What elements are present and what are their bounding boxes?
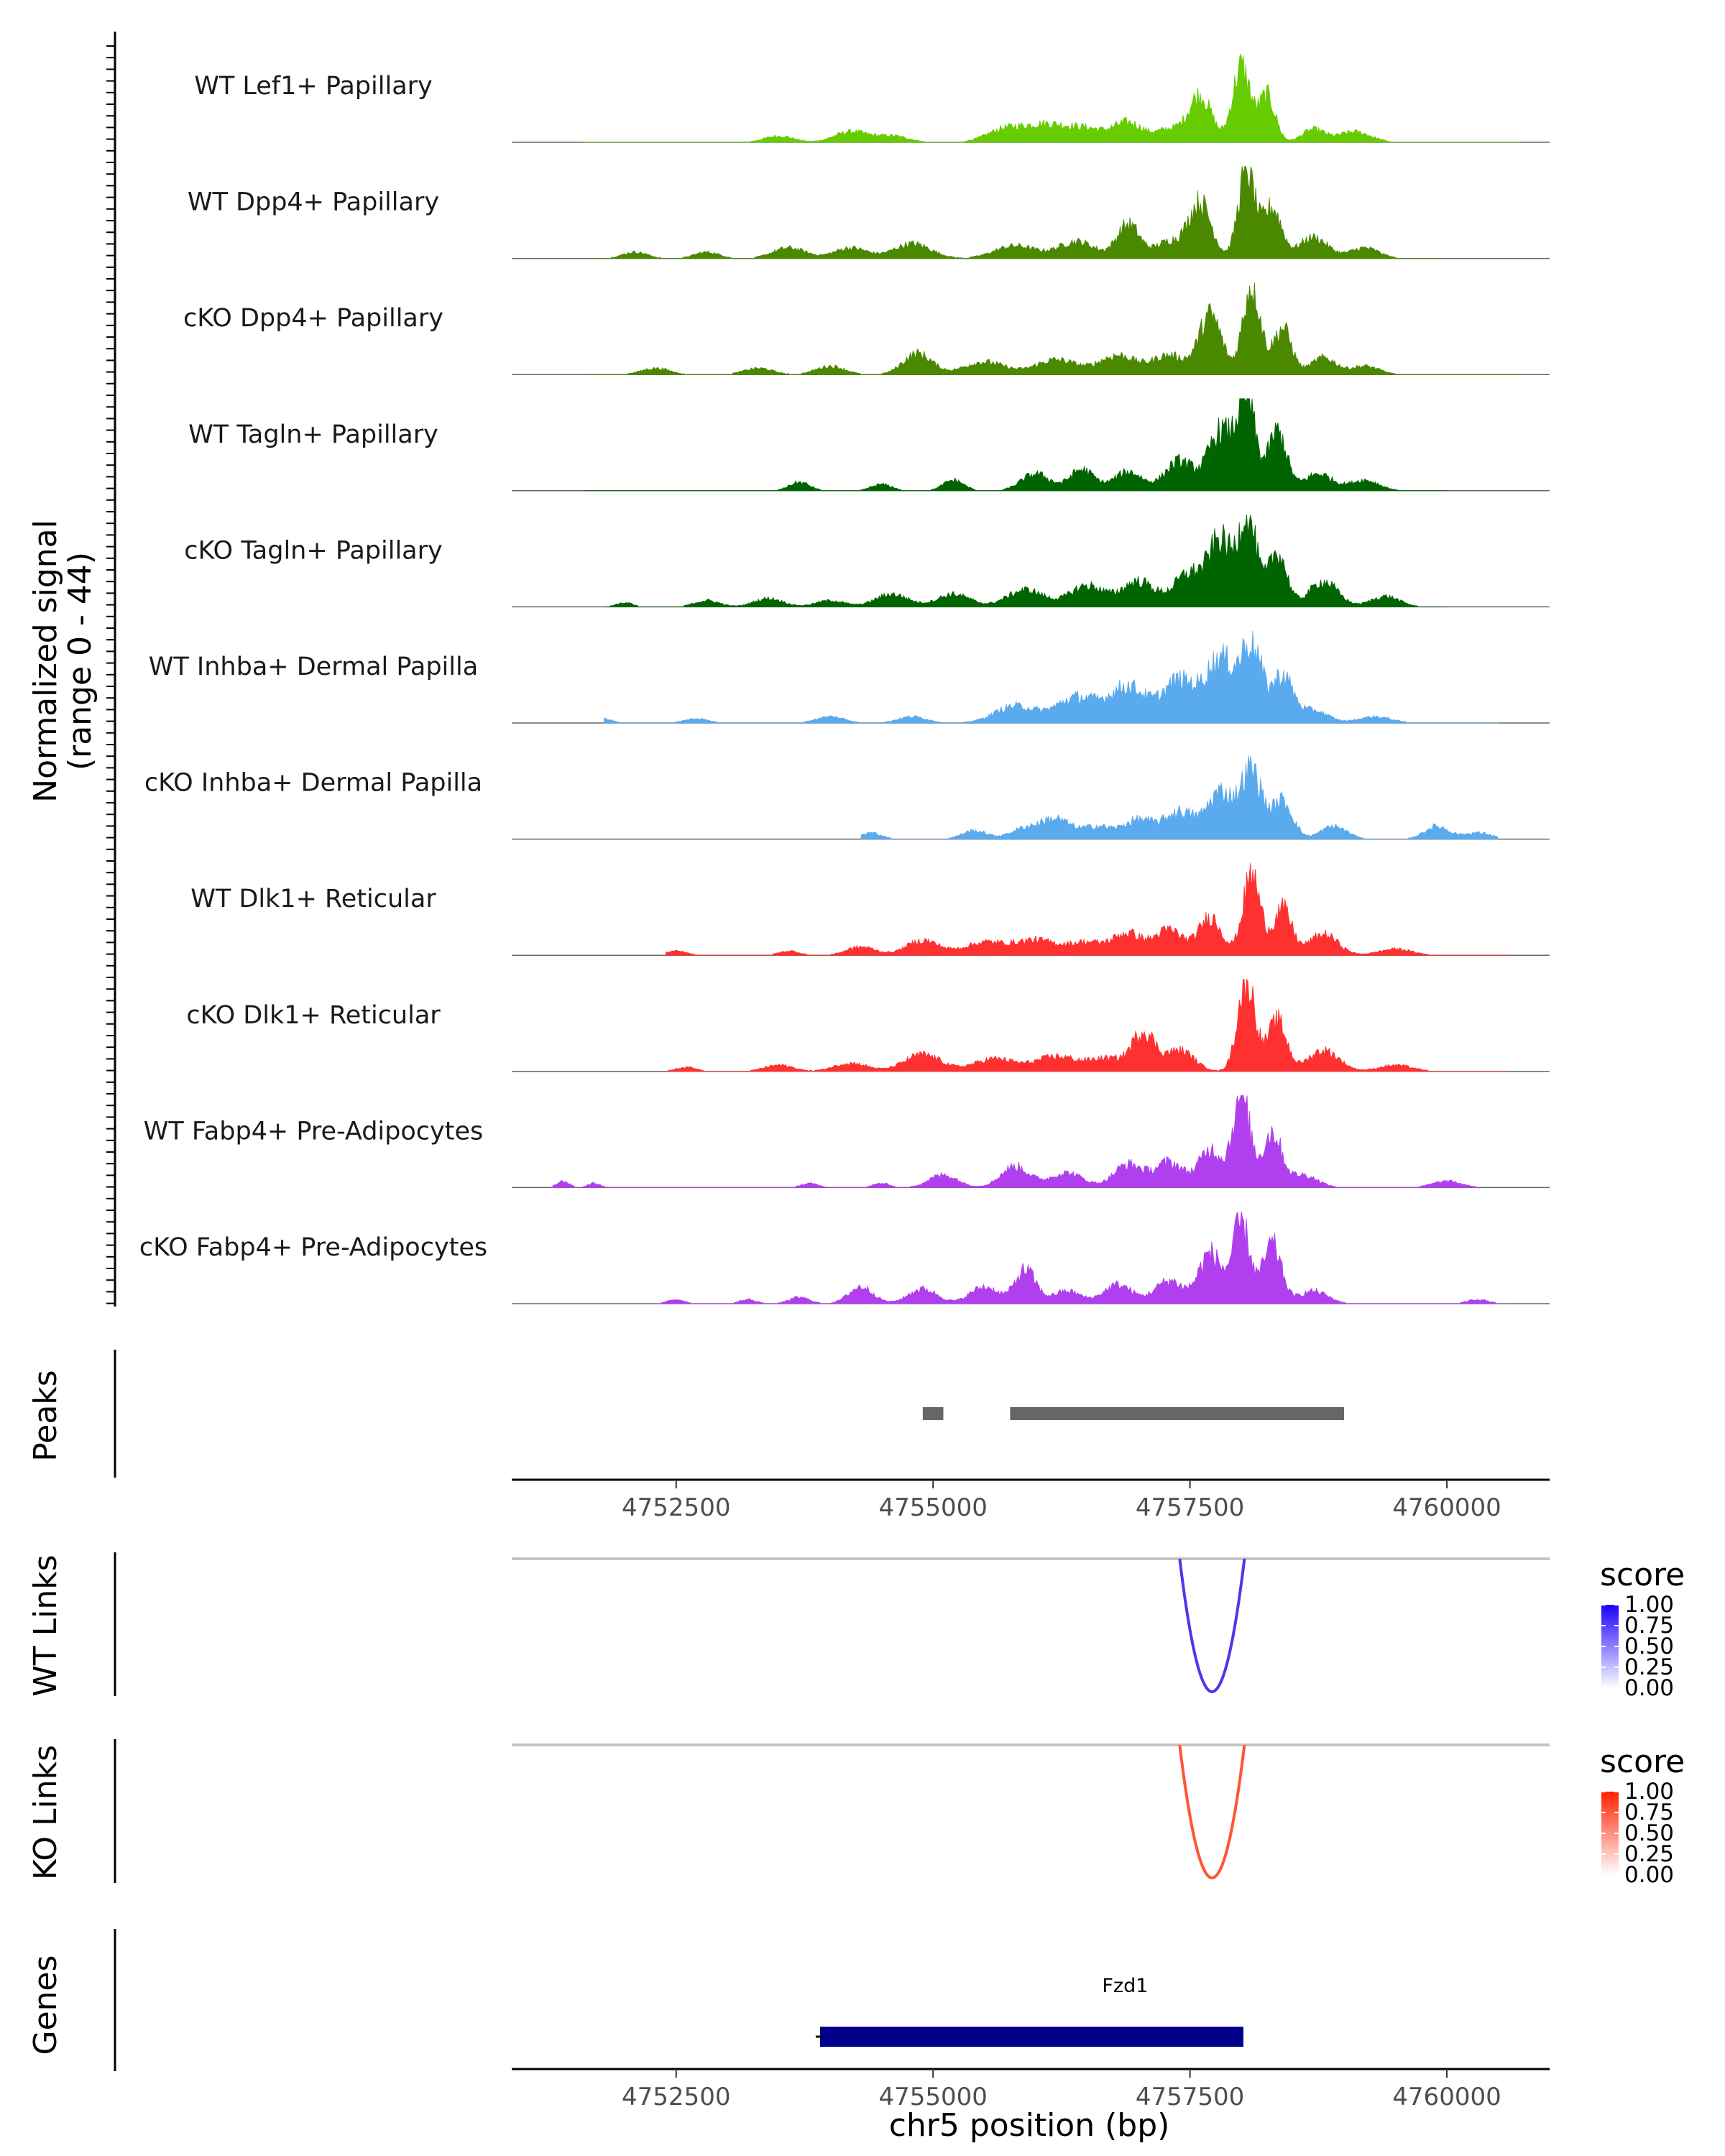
link-arc <box>1178 1744 1246 1880</box>
genome-axis-tick-label: 4752500 <box>622 2083 730 2111</box>
signal-y-axis <box>106 32 116 1307</box>
peaks-track <box>114 1350 1345 1478</box>
legend-tick-label: 0.50 <box>1624 1634 1674 1659</box>
track-label: cKO Fabp4+ Pre-Adipocytes <box>139 1233 487 1262</box>
ko-score-legend: score 1.000.750.500.250.00 <box>1600 1743 1685 1888</box>
track-label: cKO Inhba+ Dermal Papilla <box>144 769 482 798</box>
track-label: WT Inhba+ Dermal Papilla <box>149 653 478 681</box>
coverage-area <box>584 166 1447 259</box>
genome-axis-tick-label: 4757500 <box>1136 2083 1244 2111</box>
track-wt-dlk1-reticular: WT Dlk1+ Reticular <box>190 863 1550 956</box>
ko-links-label: KO Links <box>27 1745 64 1880</box>
peak-region <box>922 1407 944 1420</box>
track-cko-inhba-dermal-papilla: cKO Inhba+ Dermal Papilla <box>144 755 1550 840</box>
genome-axis-tick-label: 4755000 <box>878 2083 987 2111</box>
track-wt-fabp4-pre-adipocytes: WT Fabp4+ Pre-Adipocytes <box>144 1095 1550 1189</box>
genome-axis-tick-label: 4760000 <box>1392 2083 1501 2111</box>
genes-track: Fzd1 <box>114 1929 1243 2071</box>
wt-links-track <box>114 1552 1550 1696</box>
genome-axis-upper: 4752500 4755000 4757500 4760000 <box>512 1478 1550 1522</box>
coverage-area <box>860 755 1499 839</box>
track-label: WT Dlk1+ Reticular <box>190 885 436 913</box>
track-wt-inhba-dermal-papilla: WT Inhba+ Dermal Papilla <box>149 630 1550 724</box>
x-axis-title: chr5 position (bp) <box>889 2107 1170 2144</box>
legend-tick-label: 0.50 <box>1624 1820 1674 1846</box>
track-label: WT Lef1+ Papillary <box>194 72 433 101</box>
genome-axis-tick-label: 4752500 <box>622 1493 730 1522</box>
wt-links-label: WT Links <box>27 1554 64 1696</box>
coverage-area <box>604 515 1447 607</box>
genome-axis-tick-label: 4760000 <box>1392 1493 1501 1522</box>
track-label: WT Tagln+ Papillary <box>188 420 438 449</box>
gene-label: Fzd1 <box>1102 1975 1148 1997</box>
coverage-area <box>584 52 1519 143</box>
signal-ylabel-line1: Normalized signal <box>27 520 64 803</box>
wt-score-legend: score 1.000.750.500.250.00 <box>1600 1557 1685 1701</box>
legend-tick-label: 0.75 <box>1624 1613 1674 1639</box>
coverage-area <box>666 863 1509 956</box>
track-cko-dpp4-papillary: cKO Dpp4+ Papillary <box>183 282 1550 375</box>
track-cko-tagln-papillary: cKO Tagln+ Papillary <box>184 515 1550 608</box>
track-cko-fabp4-pre-adipocytes: cKO Fabp4+ Pre-Adipocytes <box>139 1211 1550 1304</box>
genome-axis-tick-label: 4755000 <box>878 1493 987 1522</box>
signal-tracks: WT Lef1+ Papillary WT Dpp4+ Papillary cKO … <box>139 52 1550 1304</box>
ko-legend-title: score <box>1600 1743 1685 1780</box>
link-arc <box>1178 1558 1246 1694</box>
track-label: WT Fabp4+ Pre-Adipocytes <box>144 1117 483 1146</box>
legend-tick-label: 0.75 <box>1624 1800 1674 1825</box>
track-cko-dlk1-reticular: cKO Dlk1+ Reticular <box>186 978 1550 1072</box>
peaks-track-label: Peaks <box>27 1370 64 1461</box>
coverage-area <box>584 398 1447 492</box>
coverage-area <box>604 630 1499 724</box>
track-wt-dpp4-papillary: WT Dpp4+ Papillary <box>188 166 1550 259</box>
genes-track-label: Genes <box>27 1955 64 2055</box>
legend-tick-label: 1.00 <box>1624 1779 1674 1805</box>
track-label: cKO Dlk1+ Reticular <box>186 1001 441 1030</box>
peak-region <box>1010 1407 1345 1420</box>
track-wt-tagln-papillary: WT Tagln+ Papillary <box>188 398 1550 492</box>
legend-tick-label: 0.00 <box>1624 1862 1674 1888</box>
coverage-area <box>552 1095 1478 1188</box>
coverage-area <box>666 978 1509 1072</box>
genome-axis-tick-label: 4757500 <box>1136 1493 1244 1522</box>
track-label: WT Dpp4+ Papillary <box>188 188 439 217</box>
genome-axis-lower: 4752500 4755000 4757500 4760000 <box>512 2068 1550 2111</box>
coverage-area <box>584 282 1519 375</box>
track-wt-lef1-papillary: WT Lef1+ Papillary <box>194 52 1550 143</box>
track-label: cKO Dpp4+ Papillary <box>183 304 443 333</box>
track-label: cKO Tagln+ Papillary <box>184 536 443 565</box>
legend-tick-label: 0.25 <box>1624 1654 1674 1680</box>
legend-tick-label: 1.00 <box>1624 1592 1674 1618</box>
wt-legend-title: score <box>1600 1557 1685 1593</box>
gene-body <box>819 2027 1243 2047</box>
coverage-area <box>656 1211 1509 1304</box>
legend-tick-label: 0.25 <box>1624 1841 1674 1867</box>
signal-ylabel-line2: (range 0 - 44) <box>62 552 98 770</box>
legend-tick-label: 0.00 <box>1624 1675 1674 1701</box>
ko-links-track <box>114 1739 1550 1883</box>
